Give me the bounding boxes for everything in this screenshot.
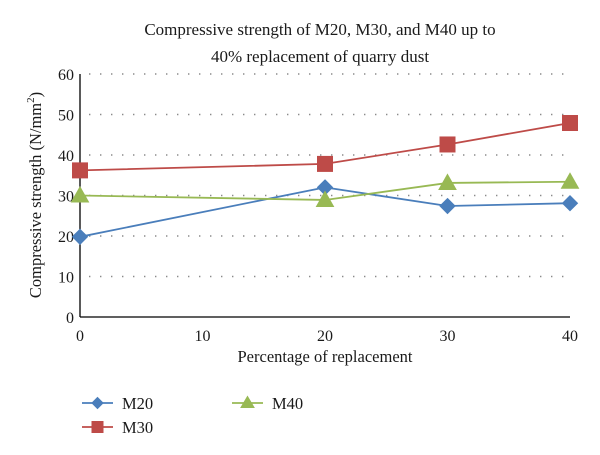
series-line-m40 [79, 180, 571, 201]
data-point-m30-30 [439, 136, 456, 153]
data-point-m20-0 [71, 228, 89, 246]
x-axis-label: Percentage of replacement [238, 347, 413, 366]
x-tick-labels: 0 10 20 30 40 [76, 328, 578, 345]
y-tick-label: 50 [58, 108, 74, 125]
series-m20 [71, 179, 579, 246]
legend-item-m30: M30 [82, 418, 153, 437]
y-tick-labels: 0 10 20 30 40 50 60 [58, 67, 74, 327]
y-tick-label: 0 [66, 310, 74, 327]
series-line-m20 [79, 186, 571, 238]
x-tick-label: 10 [195, 328, 211, 345]
legend-item-m20: M20 [82, 394, 153, 413]
x-tick-label: 30 [440, 328, 456, 345]
x-tick-label: 40 [562, 328, 578, 345]
x-tick-label: 20 [317, 328, 333, 345]
y-axis-label-superscript: 2 [25, 97, 37, 103]
series-group [70, 115, 580, 246]
data-point-m40-30 [438, 173, 457, 190]
legend-triangle-icon [240, 395, 255, 408]
data-point-m20-40 [561, 194, 579, 212]
data-point-m40-0 [70, 185, 90, 203]
legend-item-m40: M40 [232, 394, 303, 413]
data-point-m30-0 [72, 162, 88, 179]
y-tick-label: 40 [58, 148, 74, 165]
series-m30 [72, 115, 578, 179]
gridlines [89, 73, 568, 278]
x-tick-label: 0 [76, 328, 84, 345]
data-point-m40-20 [315, 190, 335, 207]
series-line-m30 [79, 122, 571, 172]
y-tick-label: 20 [58, 229, 74, 246]
data-point-m20-30 [439, 197, 456, 215]
legend-square-icon [91, 421, 104, 433]
legend: M20 M30 M40 [82, 394, 303, 437]
data-point-m30-20 [317, 155, 333, 172]
y-axis-label-main: Compressive strength (N/mm [26, 103, 45, 298]
chart-title-line-1: Compressive strength of M20, M30, and M4… [144, 20, 495, 39]
y-tick-label: 60 [58, 67, 74, 84]
legend-diamond-icon [91, 396, 104, 410]
data-point-m40-40 [560, 172, 580, 189]
y-axis-label-close: ) [26, 92, 45, 98]
legend-label: M20 [122, 394, 153, 413]
data-point-m30-40 [562, 115, 578, 132]
series-m40 [70, 172, 580, 207]
y-tick-label: 10 [58, 270, 74, 287]
y-tick-label: 30 [58, 189, 74, 206]
legend-label: M40 [272, 394, 303, 413]
chart-title-line-2: 40% replacement of quarry dust [211, 47, 429, 66]
y-axis-label: Compressive strength (N/mm2) [25, 92, 45, 298]
legend-label: M30 [122, 418, 153, 437]
